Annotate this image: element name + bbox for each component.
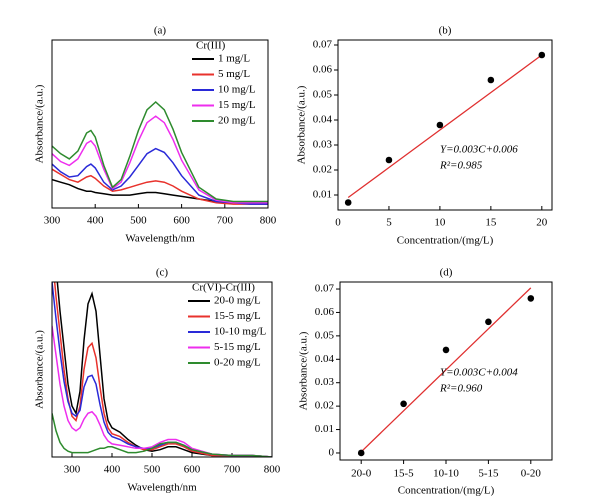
- data-point: [385, 156, 393, 164]
- x-tick-label: 300: [44, 215, 61, 227]
- y-tick-label: 0.04: [313, 114, 333, 126]
- y-tick-label: 0.02: [313, 164, 332, 176]
- data-point: [400, 400, 407, 408]
- x-tick-label: 0-20: [521, 468, 542, 480]
- x-tick-label: 400: [87, 215, 104, 227]
- data-point: [344, 199, 352, 206]
- x-tick-label: 600: [173, 215, 190, 227]
- panel: (b) Concentration/(mg/L) Absorbance/(a.u.)…: [296, 25, 553, 247]
- panel: (a) Wavelength/nm Absorbance/(a.u.) 300 400 5…: [34, 25, 277, 245]
- axes-frame: [51, 281, 273, 458]
- axes-frame: [337, 39, 553, 211]
- y-tick-label: 0.03: [313, 139, 333, 151]
- spectrum-line: [52, 100, 268, 203]
- data-point: [442, 346, 450, 354]
- legend-label: 15 mg/L: [218, 99, 256, 111]
- x-axis-label: Concentration/(mg/L): [397, 235, 494, 247]
- data-point: [357, 449, 365, 457]
- y-tick-label: 0.02: [315, 400, 334, 412]
- x-tick-label: 700: [224, 464, 241, 476]
- plot-area: [52, 282, 272, 457]
- x-tick-label: 5: [386, 217, 392, 229]
- legend-label: 10-10 mg/L: [214, 326, 267, 338]
- y-tick-label: 0.06: [315, 306, 335, 318]
- spectrum-line: [52, 325, 272, 457]
- panel-title: (d): [440, 267, 453, 279]
- x-tick-label: 600: [184, 464, 201, 476]
- spectrum-line: [52, 282, 272, 457]
- x-tick-label: 500: [144, 464, 161, 476]
- y-tick-label: 0.07: [315, 283, 335, 295]
- y-tick-label: 0.04: [315, 353, 335, 365]
- spectrum-line: [52, 168, 268, 205]
- legend-title: Cr(III): [196, 40, 226, 52]
- x-tick-label: 10-10: [433, 468, 459, 480]
- spectrum-line: [52, 413, 272, 457]
- spectrum-line: [56, 282, 272, 457]
- y-tick-label: 0.01: [315, 423, 334, 435]
- legend-label: 15-5 mg/L: [214, 310, 261, 322]
- fit-line: [347, 54, 543, 199]
- annotation: Y=0.003C+0.004: [440, 367, 518, 379]
- x-tick-label: 400: [104, 464, 121, 476]
- x-tick-label: 20-0: [351, 468, 372, 480]
- y-axis-label: Absorbance/(a.u.): [34, 84, 46, 163]
- legend-label: 0-20 mg/L: [214, 357, 261, 369]
- spectrum-line: [52, 178, 268, 205]
- axes-frame: [339, 281, 553, 461]
- x-tick-label: 15: [485, 217, 497, 229]
- axes-frame: [51, 39, 269, 209]
- fit-line: [360, 287, 532, 453]
- y-tick-label: 0: [329, 447, 335, 459]
- annotation: R²=0.985: [439, 160, 483, 172]
- x-tick-label: 5-15: [478, 468, 499, 480]
- data-point: [538, 51, 546, 59]
- spectrum-line: [52, 147, 268, 205]
- legend-title: Cr(VI)-Cr(III): [192, 282, 255, 294]
- x-tick-label: 300: [64, 464, 81, 476]
- legend-label: 10 mg/L: [218, 84, 256, 96]
- x-tick-label: 15-5: [394, 468, 415, 480]
- x-tick-label: 800: [264, 464, 281, 476]
- legend-label: 5-15 mg/L: [214, 341, 261, 353]
- y-tick-label: 0.03: [315, 376, 335, 388]
- panel-title: (a): [154, 25, 167, 37]
- plot-area: [52, 100, 268, 205]
- annotation: R²=0.960: [439, 383, 483, 395]
- y-axis-label: Absorbance/(a.u.): [296, 85, 308, 164]
- x-tick-label: 0: [335, 217, 341, 229]
- panel: (c) Wavelength/nm Absorbance/(a.u.) 300 400 5…: [34, 267, 281, 494]
- panel-title: (c): [156, 267, 169, 279]
- panel: (d) Concentration/(mg/L) Absorbance/(a.u.)…: [298, 267, 553, 497]
- y-tick-label: 0.05: [315, 329, 335, 341]
- y-tick-label: 0.01: [313, 189, 332, 201]
- y-tick-label: 0.06: [313, 64, 333, 76]
- x-axis-label: Wavelength/nm: [127, 482, 197, 494]
- legend-label: 20 mg/L: [218, 115, 256, 127]
- x-tick-label: 500: [130, 215, 147, 227]
- y-axis-label: Absorbance/(a.u.): [34, 330, 46, 409]
- data-point: [436, 121, 444, 129]
- spectrum-line: [52, 115, 268, 204]
- x-axis-label: Wavelength/nm: [125, 233, 195, 245]
- x-tick-label: 10: [434, 217, 446, 229]
- y-axis-label: Absorbance/(a.u.): [298, 331, 310, 410]
- data-point: [487, 76, 495, 84]
- x-tick-label: 20: [536, 217, 548, 229]
- legend-label: 1 mg/L: [218, 53, 250, 65]
- legend-label: 20-0 mg/L: [214, 295, 261, 307]
- x-axis-label: Concentration/(mg/L): [398, 485, 495, 497]
- x-tick-label: 700: [217, 215, 234, 227]
- x-tick-label: 800: [260, 215, 277, 227]
- annotation: Y=0.003C+0.006: [440, 144, 518, 156]
- y-tick-label: 0.05: [313, 89, 333, 101]
- y-tick-label: 0.07: [313, 39, 333, 51]
- panel-title: (b): [439, 25, 452, 37]
- data-point: [527, 295, 535, 302]
- data-point: [485, 318, 492, 326]
- legend-label: 5 mg/L: [218, 68, 250, 80]
